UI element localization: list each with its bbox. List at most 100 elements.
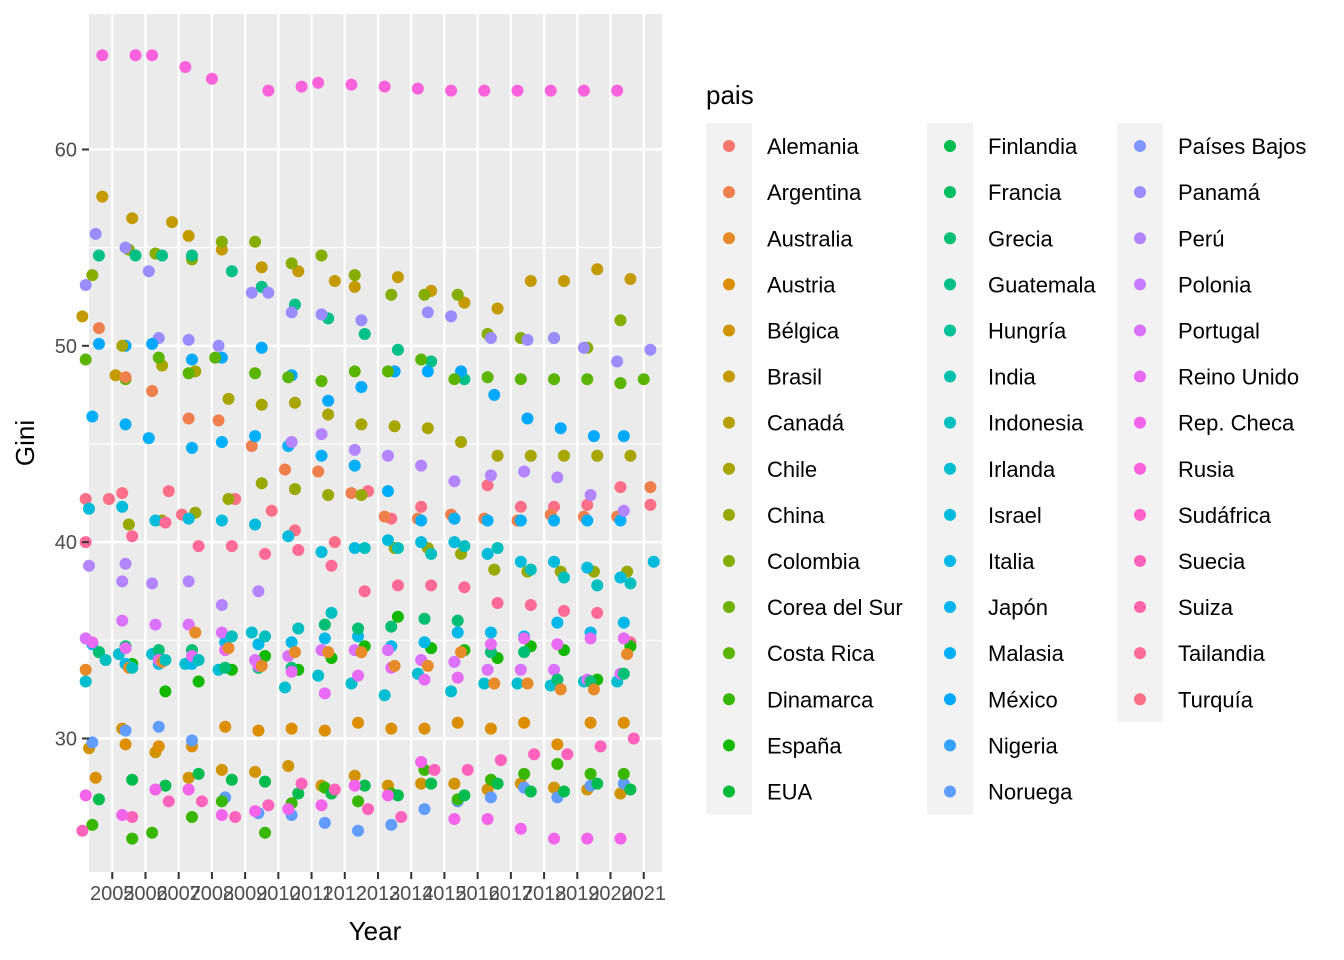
data-point bbox=[617, 667, 630, 680]
legend-key bbox=[1134, 140, 1146, 153]
data-point bbox=[617, 616, 630, 629]
data-point bbox=[391, 610, 404, 623]
data-point bbox=[149, 618, 162, 631]
panel-background bbox=[89, 14, 662, 872]
data-point bbox=[126, 773, 139, 786]
data-point bbox=[514, 555, 527, 568]
data-point bbox=[348, 443, 361, 456]
x-tick-label: 2011 bbox=[290, 883, 333, 905]
data-point bbox=[594, 740, 607, 753]
data-point bbox=[282, 803, 295, 816]
legend-key bbox=[723, 601, 735, 614]
data-point bbox=[378, 80, 391, 93]
data-point bbox=[249, 765, 262, 778]
data-point bbox=[451, 614, 464, 627]
data-point bbox=[182, 333, 195, 346]
data-point bbox=[119, 557, 132, 570]
data-point bbox=[146, 337, 159, 350]
legend-key bbox=[1134, 554, 1146, 567]
data-point bbox=[591, 606, 604, 619]
data-point bbox=[285, 665, 298, 678]
data-point bbox=[385, 288, 398, 301]
data-point bbox=[348, 365, 361, 378]
data-point bbox=[445, 685, 458, 698]
data-point bbox=[262, 286, 275, 299]
data-point bbox=[388, 659, 401, 672]
data-point bbox=[182, 229, 195, 242]
legend-label: Corea del Sur bbox=[767, 595, 903, 620]
data-point bbox=[185, 441, 198, 454]
data-point bbox=[584, 489, 597, 502]
x-tick-label: 2021 bbox=[621, 883, 666, 905]
data-point bbox=[611, 355, 624, 368]
data-point bbox=[215, 763, 228, 776]
data-point bbox=[315, 249, 328, 262]
data-point bbox=[521, 677, 534, 690]
data-point bbox=[448, 536, 461, 549]
data-point bbox=[278, 463, 291, 476]
data-point bbox=[295, 777, 308, 790]
legend-label: Costa Rica bbox=[767, 641, 875, 666]
legend-key bbox=[723, 508, 735, 521]
legend-label: Noruega bbox=[988, 779, 1073, 804]
data-point bbox=[385, 620, 398, 633]
legend-key bbox=[723, 554, 735, 567]
data-point bbox=[126, 530, 139, 543]
data-point bbox=[79, 675, 92, 688]
data-point bbox=[614, 314, 627, 327]
legend-key bbox=[944, 693, 956, 706]
data-point bbox=[325, 559, 338, 572]
data-point bbox=[212, 339, 225, 352]
data-point bbox=[225, 265, 238, 278]
data-point bbox=[617, 504, 630, 517]
data-point bbox=[325, 606, 338, 619]
data-point bbox=[587, 683, 600, 696]
data-point bbox=[448, 512, 461, 525]
data-point bbox=[92, 793, 105, 806]
data-point bbox=[448, 655, 461, 668]
data-point bbox=[345, 487, 358, 500]
axes: 30 40 50 60 20052006200720082009201020112012… bbox=[55, 139, 666, 905]
legend-label: Brasil bbox=[767, 365, 822, 390]
x-tick-label: 2012 bbox=[323, 883, 368, 905]
legend-key bbox=[944, 462, 956, 475]
data-point bbox=[514, 500, 527, 513]
data-point bbox=[255, 398, 268, 411]
data-point bbox=[262, 799, 275, 812]
data-point bbox=[478, 84, 491, 97]
data-point bbox=[259, 547, 272, 560]
data-point bbox=[285, 436, 298, 449]
legend-label: Argentina bbox=[767, 180, 862, 205]
data-point bbox=[614, 377, 627, 390]
data-point bbox=[328, 275, 341, 288]
data-point bbox=[584, 632, 597, 645]
x-tick-label: 2015 bbox=[422, 883, 467, 905]
data-point bbox=[647, 555, 660, 568]
data-point bbox=[581, 832, 594, 845]
data-point bbox=[318, 816, 331, 829]
data-point bbox=[322, 408, 335, 421]
x-tick-label: 2009 bbox=[223, 883, 268, 905]
data-point bbox=[348, 459, 361, 472]
data-point bbox=[458, 296, 471, 309]
data-point bbox=[481, 479, 494, 492]
data-point bbox=[225, 630, 238, 643]
data-point bbox=[521, 333, 534, 346]
legend-label: Polonia bbox=[1178, 272, 1252, 297]
data-point bbox=[352, 824, 365, 837]
legend-key bbox=[944, 647, 956, 660]
data-point bbox=[322, 646, 335, 659]
legend-key bbox=[1134, 278, 1146, 291]
y-tick-label: 50 bbox=[55, 336, 77, 358]
data-point bbox=[182, 618, 195, 631]
x-tick-label: 2007 bbox=[156, 883, 201, 905]
data-point bbox=[418, 636, 431, 649]
data-point bbox=[185, 353, 198, 366]
data-point bbox=[391, 343, 404, 356]
data-point bbox=[166, 216, 179, 229]
data-point bbox=[348, 280, 361, 293]
data-point bbox=[558, 785, 571, 798]
data-point bbox=[491, 777, 504, 790]
x-axis-title: Year bbox=[349, 916, 402, 946]
